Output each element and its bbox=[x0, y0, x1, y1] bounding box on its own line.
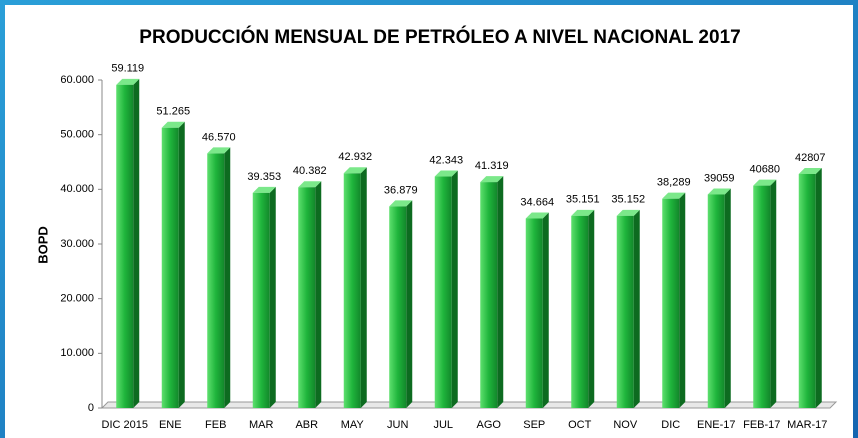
x-tick-label: JUN bbox=[387, 419, 408, 431]
bar-top bbox=[252, 186, 276, 193]
bar-top bbox=[525, 212, 549, 219]
value-label: 35.152 bbox=[611, 194, 645, 206]
bar bbox=[616, 215, 634, 408]
x-tick-label: NOV bbox=[613, 419, 638, 431]
value-label: 39.353 bbox=[247, 171, 281, 183]
x-tick-label: ENE bbox=[159, 419, 182, 431]
bar-top bbox=[707, 188, 731, 195]
x-tick-label: FEB-17 bbox=[743, 419, 780, 431]
value-label: 42.932 bbox=[338, 151, 372, 163]
x-tick-label: MAY bbox=[341, 419, 365, 431]
bar-side bbox=[588, 209, 595, 408]
bar bbox=[525, 218, 543, 408]
x-tick-label: JUL bbox=[433, 419, 453, 431]
value-label: 46.570 bbox=[202, 131, 236, 143]
value-label: 34.664 bbox=[520, 196, 554, 208]
bar bbox=[207, 153, 225, 408]
value-label: 35.151 bbox=[566, 194, 600, 206]
bar bbox=[798, 173, 816, 408]
bar bbox=[434, 176, 452, 408]
bar bbox=[571, 215, 589, 408]
bar-side bbox=[315, 181, 322, 408]
y-tick-label: 20.000 bbox=[60, 293, 94, 305]
bar bbox=[389, 206, 407, 408]
bar bbox=[662, 198, 680, 408]
value-label: 42807 bbox=[795, 152, 826, 164]
y-tick-label: 60.000 bbox=[60, 74, 94, 86]
x-tick-label: SEP bbox=[523, 419, 545, 431]
y-tick-label: 40.000 bbox=[60, 183, 94, 195]
value-label: 38,289 bbox=[657, 177, 691, 189]
value-label: 42.343 bbox=[429, 154, 463, 166]
bar bbox=[161, 127, 179, 408]
bar bbox=[343, 173, 361, 408]
bar-side bbox=[451, 170, 458, 408]
y-axis-label: BOPD bbox=[35, 226, 50, 264]
bar-top bbox=[298, 181, 322, 188]
bar bbox=[252, 192, 270, 408]
value-label: 40.382 bbox=[293, 165, 327, 177]
value-label: 39059 bbox=[704, 172, 735, 184]
bar-side bbox=[633, 209, 640, 408]
bar-side bbox=[724, 188, 731, 408]
bar bbox=[753, 185, 771, 408]
bar-top bbox=[116, 78, 140, 85]
chart-title: PRODUCCIÓN MENSUAL DE PETRÓLEO A NIVEL N… bbox=[139, 26, 740, 48]
bar-side bbox=[360, 167, 367, 408]
x-tick-label: ABR bbox=[295, 419, 318, 431]
bar bbox=[298, 187, 316, 408]
bar-side bbox=[815, 167, 822, 408]
x-tick-label: DIC bbox=[661, 419, 680, 431]
bar-top bbox=[616, 209, 640, 216]
x-tick-label: MAR-17 bbox=[787, 419, 827, 431]
bar-top bbox=[434, 170, 458, 177]
bar-side bbox=[224, 147, 231, 408]
value-label: 41.319 bbox=[475, 160, 509, 172]
bar-side bbox=[542, 212, 549, 408]
value-label: 36.879 bbox=[384, 184, 418, 196]
y-tick-label: 30.000 bbox=[60, 238, 94, 250]
bar-side bbox=[497, 176, 504, 408]
bar-side bbox=[133, 78, 140, 408]
x-tick-label: FEB bbox=[205, 419, 226, 431]
bar-top bbox=[571, 209, 595, 216]
bar-top bbox=[662, 192, 686, 199]
x-tick-label: AGO bbox=[477, 419, 502, 431]
bar-top bbox=[480, 176, 504, 183]
bar-side bbox=[178, 121, 185, 408]
x-tick-label: DIC 2015 bbox=[102, 419, 148, 431]
bar-side bbox=[269, 186, 276, 408]
bar-top bbox=[207, 147, 231, 154]
x-tick-label: OCT bbox=[568, 419, 592, 431]
bar-side bbox=[406, 200, 413, 408]
value-label: 51.265 bbox=[156, 106, 190, 118]
bar-top bbox=[389, 200, 413, 207]
x-tick-label: MAR bbox=[249, 419, 274, 431]
bar bbox=[480, 182, 498, 408]
value-label: 59.119 bbox=[111, 63, 144, 75]
bar-top bbox=[753, 179, 777, 186]
bar-top bbox=[343, 167, 367, 174]
bar-top bbox=[798, 167, 822, 174]
x-tick-label: ENE-17 bbox=[697, 419, 736, 431]
bar-side bbox=[679, 192, 686, 408]
value-label: 40680 bbox=[749, 164, 780, 176]
bar bbox=[707, 194, 725, 408]
bar-top bbox=[161, 121, 185, 128]
y-tick-label: 10.000 bbox=[60, 347, 94, 359]
bar bbox=[116, 84, 134, 408]
y-tick-label: 50.000 bbox=[60, 129, 94, 141]
bar-side bbox=[770, 179, 777, 408]
y-tick-label: 0 bbox=[88, 402, 94, 414]
